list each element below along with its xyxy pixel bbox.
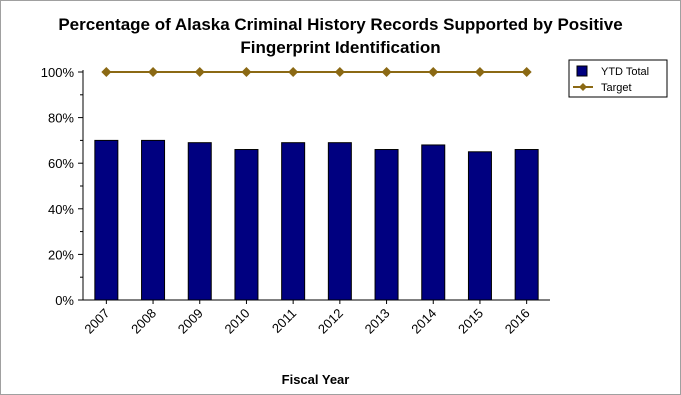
bar-2009: [187, 142, 212, 301]
target-marker-2013: [381, 67, 392, 77]
legend-label-ytd-total: YTD Total: [601, 66, 649, 78]
y-tick-label: 60%: [48, 156, 74, 171]
target-marker-2008: [148, 67, 159, 77]
target-marker-2012: [334, 67, 345, 77]
x-tick-label: 2010: [222, 306, 253, 337]
x-tick-label: 2011: [269, 306, 299, 336]
bar-2010: [234, 149, 259, 301]
bar-2012: [327, 142, 352, 301]
legend-marker-target: [579, 83, 587, 91]
x-tick-label: 2014: [408, 306, 439, 337]
bar-2014: [421, 144, 446, 301]
x-axis-label: Fiscal Year: [281, 372, 350, 387]
x-tick-label: 2016: [502, 306, 533, 337]
bar-2015: [467, 151, 492, 301]
y-tick-label: 0%: [55, 293, 74, 308]
chart-title-line2: Fingerprint Identification: [240, 38, 441, 57]
x-tick-label: 2008: [128, 306, 159, 337]
legend-label-target: Target: [601, 82, 632, 94]
target-marker-2015: [474, 67, 485, 77]
bar-2008: [141, 139, 166, 301]
y-tick-label: 100%: [41, 65, 75, 80]
y-tick-label: 80%: [48, 111, 74, 126]
target-marker-2010: [241, 67, 252, 77]
y-tick-label: 40%: [48, 202, 74, 217]
bar-2011: [281, 142, 306, 301]
target-marker-2014: [428, 67, 439, 77]
x-tick-label: 2007: [81, 306, 112, 337]
x-tick-label: 2013: [362, 306, 393, 337]
x-tick-label: 2009: [175, 306, 206, 337]
target-marker-2016: [521, 67, 532, 77]
legend-swatch-ytd-total: [576, 65, 588, 77]
y-tick-label: 20%: [48, 247, 74, 262]
target-marker-2009: [194, 67, 205, 77]
bar-2016: [514, 149, 539, 301]
bar-2007: [94, 139, 119, 301]
chart-title-line1: Percentage of Alaska Criminal History Re…: [58, 15, 623, 34]
bar-2013: [374, 149, 399, 301]
x-tick-label: 2015: [455, 306, 486, 337]
target-marker-2011: [288, 67, 299, 77]
target-marker-2007: [101, 67, 112, 77]
x-tick-label: 2012: [315, 306, 346, 337]
